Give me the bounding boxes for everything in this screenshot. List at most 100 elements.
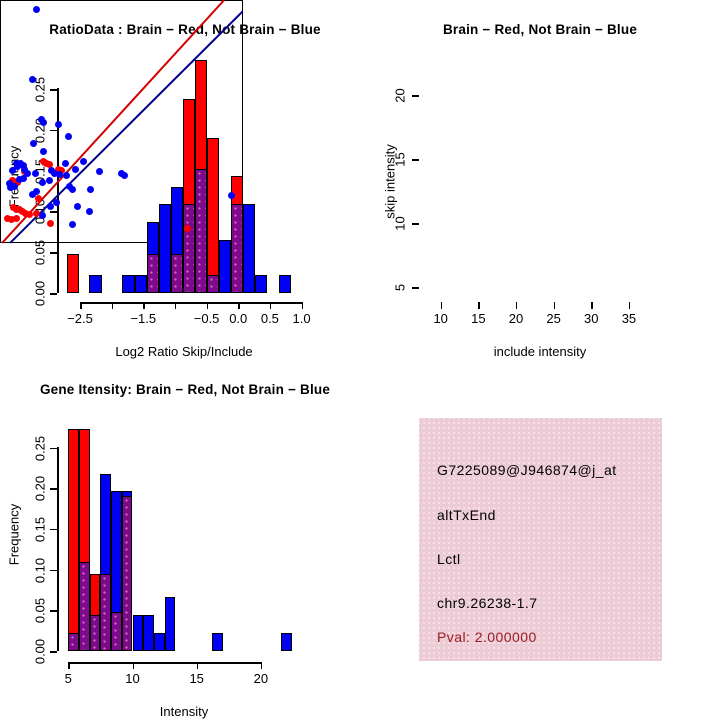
y-tick-label: 0.00: [32, 638, 48, 665]
y-axis-tick: [50, 651, 57, 653]
hist-bar-overlap: [68, 633, 79, 651]
gene-hist-xlabel: Intensity: [159, 704, 209, 719]
hist-bar-overlap: [111, 611, 122, 651]
x-axis-tick: [260, 662, 263, 669]
y-tick-label: 15: [392, 152, 408, 168]
hist-bar: [159, 204, 172, 293]
x-axis-tick: [553, 302, 556, 309]
x-tick-label: 20: [253, 671, 269, 686]
x-tick-label: 0.0: [229, 311, 248, 326]
hist-bar: [89, 275, 103, 293]
hist-bar: [183, 98, 196, 206]
hist-bar: [143, 615, 154, 651]
x-axis-tick: [174, 302, 177, 309]
y-tick-label: 0.05: [32, 240, 48, 266]
x-tick-label: −0.5: [193, 311, 220, 326]
info-box: G7225089@J946874@j_at altTxEnd Lctl chr9…: [419, 418, 662, 661]
y-axis-tick: [50, 211, 57, 213]
hist-bar: [212, 633, 223, 651]
y-axis-tick: [50, 569, 57, 572]
hist-bar: [281, 633, 293, 651]
x-tick-label: 10: [433, 311, 448, 326]
x-tick-label: 0.5: [260, 311, 279, 326]
y-tick-label: 10: [392, 216, 408, 232]
info-probe-id: G7225089@J946874@j_at: [437, 462, 617, 478]
x-tick-label: 1.0: [292, 311, 311, 326]
hist-bar: [121, 491, 133, 498]
y-axis-tick: [50, 129, 57, 132]
hist-bar: [135, 275, 148, 293]
hist-bar: [78, 428, 90, 564]
y-tick-label: 5: [392, 284, 408, 292]
hist-bar-overlap: [121, 496, 133, 651]
x-tick-label: 15: [189, 671, 204, 686]
x-axis-tick: [628, 302, 631, 309]
x-tick-label: 20: [508, 311, 524, 326]
plot-layer: [0, 0, 244, 486]
x-axis-tick: [80, 302, 82, 309]
x-axis-tick: [269, 302, 272, 309]
y-tick-label: 0.20: [32, 476, 48, 502]
x-axis-tick: [132, 662, 134, 669]
y-tick-label: 0.25: [32, 435, 48, 461]
y-tick-label: 0.05: [32, 598, 48, 624]
hist-bar: [100, 473, 112, 575]
hist-bar-overlap: [183, 204, 196, 293]
hist-bar-overlap: [89, 615, 101, 651]
info-pval: Pval: 2.000000: [437, 629, 537, 645]
y-axis-tick: [50, 528, 57, 531]
x-tick-label: 15: [471, 311, 486, 326]
x-tick-label: 25: [546, 311, 561, 326]
hist-bar: [111, 491, 122, 613]
hist-bar-overlap: [147, 253, 160, 293]
gene-hist-ylabel: Frequency: [6, 503, 22, 566]
y-tick-label: 0.00: [32, 280, 48, 307]
y-axis-tick: [50, 89, 57, 91]
hist-bar-overlap: [231, 204, 244, 293]
scatter-title: Brain − Red, Not Brain − Blue: [442, 22, 638, 37]
info-gene-name: Lctl: [437, 551, 461, 567]
x-axis-tick: [111, 302, 114, 309]
x-axis-tick: [68, 662, 70, 669]
hist-bar-overlap: [207, 275, 220, 293]
y-tick-label: 0.25: [32, 76, 48, 103]
y-tick-label: 0.15: [32, 516, 48, 543]
hist-bar: [231, 176, 244, 206]
hist-bar: [89, 573, 101, 617]
x-axis-line: [68, 662, 261, 664]
info-event-type: altTxEnd: [437, 507, 496, 523]
hist-bar: [195, 59, 208, 170]
plot-box: [0, 0, 243, 243]
x-axis-line: [80, 302, 302, 304]
hist-bar-overlap: [100, 573, 112, 651]
scatter-xlabel: include intensity: [493, 344, 587, 359]
x-tick-label: 35: [621, 311, 637, 326]
hist-bar: [68, 428, 79, 635]
gene-hist-title: Gene Itensity: Brain − Red, Not Brain − …: [39, 382, 331, 397]
x-axis-tick: [206, 302, 209, 309]
hist-bar-overlap: [195, 168, 208, 293]
x-axis-tick: [440, 302, 443, 309]
x-axis-tick: [238, 302, 240, 309]
x-axis-tick: [515, 302, 518, 309]
hist-bar: [132, 615, 144, 651]
x-axis-tick: [143, 302, 145, 309]
hist-bar: [153, 633, 165, 651]
y-axis-tick: [50, 293, 57, 295]
x-axis-tick: [301, 302, 304, 309]
y-axis-tick: [412, 287, 419, 289]
y-axis-tick: [50, 252, 57, 254]
x-tick-label: 5: [64, 671, 72, 686]
x-tick-label: −2.5: [67, 311, 93, 326]
x-tick-label: 10: [125, 671, 140, 686]
x-tick-label: −1.5: [130, 311, 157, 326]
ratio-hist-title: RatioData : Brain − Red, Not Brain − Blu…: [49, 22, 321, 37]
hist-bar: [207, 137, 220, 277]
hist-bar: [67, 253, 80, 293]
x-tick-label: 30: [584, 311, 599, 326]
y-axis-line: [57, 88, 59, 293]
hist-bar-overlap: [171, 253, 184, 293]
y-axis-tick: [412, 95, 419, 97]
hist-bar-overlap: [78, 562, 90, 651]
